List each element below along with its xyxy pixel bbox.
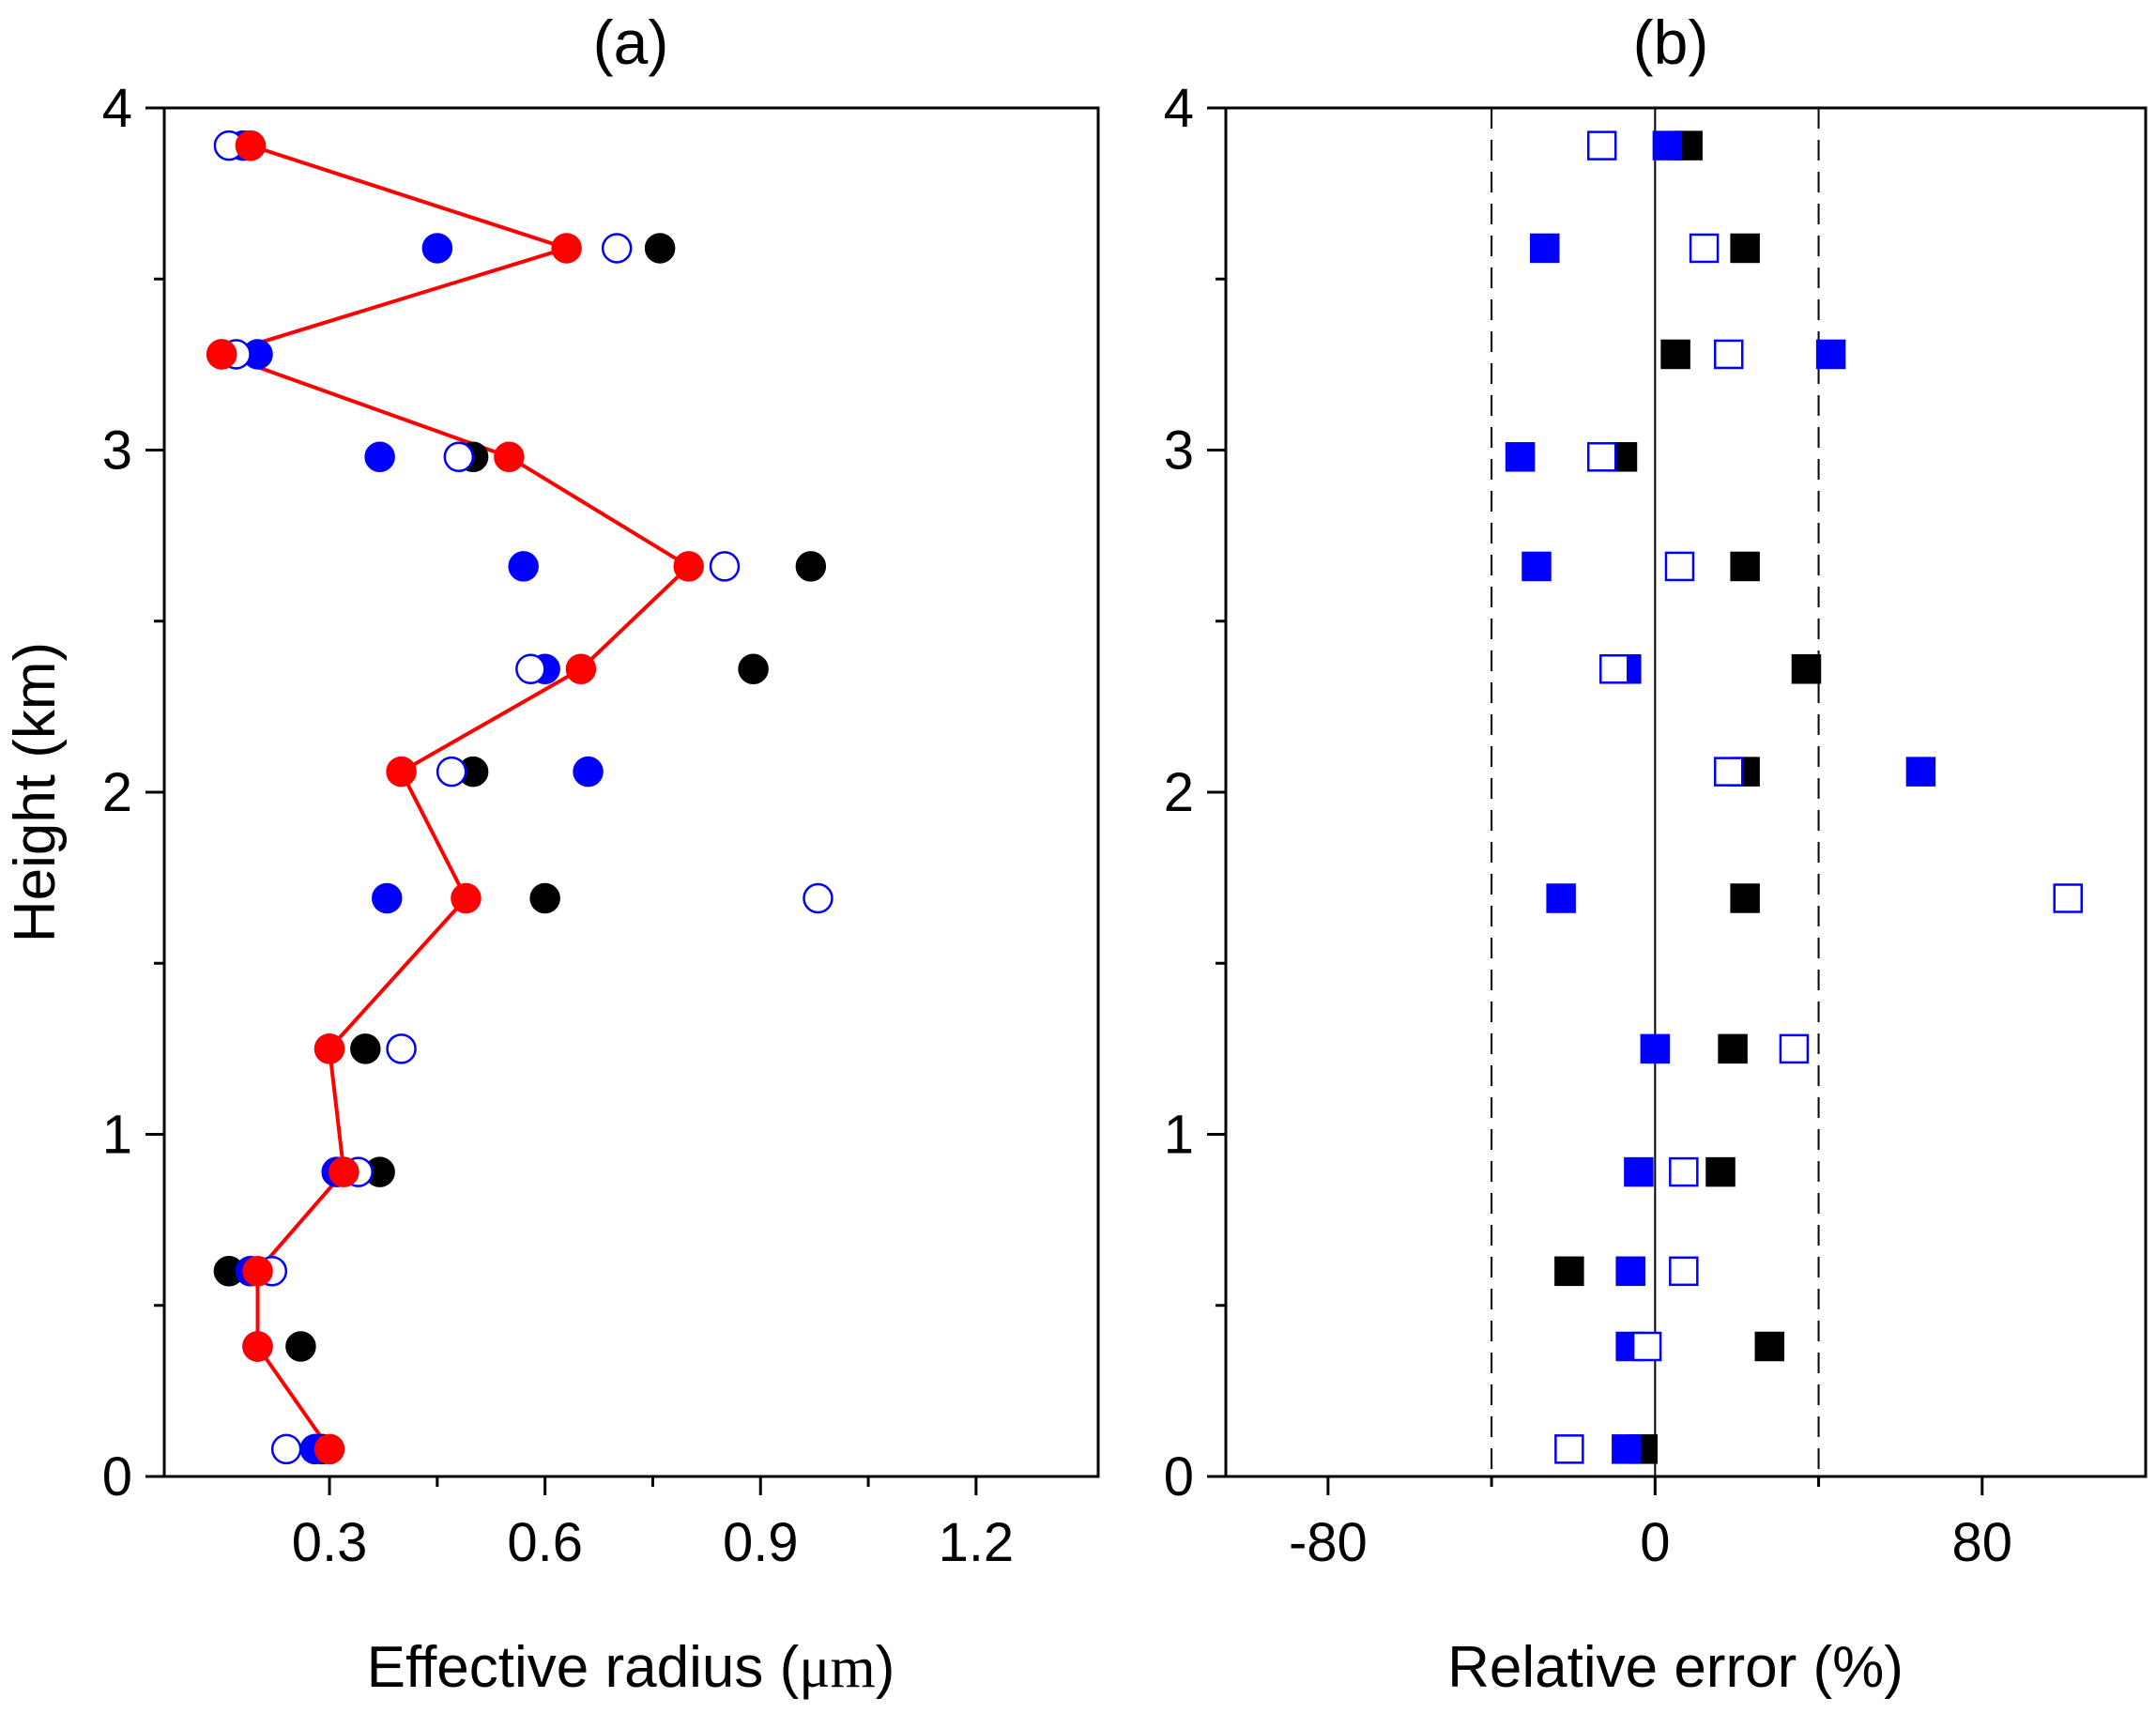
- blue-open-squares-point: [1779, 1033, 1810, 1064]
- black-filled-squares-point: [1791, 654, 1822, 684]
- black-filled-circles-point: [350, 1033, 381, 1064]
- blue-filled-squares-point: [1905, 757, 1936, 787]
- panel-b-y-tick-label: 3: [1164, 421, 1194, 482]
- black-filled-circles-point: [795, 551, 827, 582]
- red-line-circles-point: [313, 1433, 345, 1465]
- red-line-circles-point: [235, 130, 267, 161]
- blue-open-circles-point: [436, 756, 467, 788]
- red-line-circles-point: [242, 1256, 273, 1287]
- blue-open-squares-point: [2053, 883, 2083, 913]
- blue-open-squares-point: [1713, 339, 1744, 370]
- blue-open-circles-point: [601, 233, 633, 264]
- panel-a-y-tick-label: 4: [102, 78, 132, 139]
- panel-b-x-tick-label: -80: [1289, 1512, 1368, 1573]
- panel-a-x-axis-label: Effective radius (μm): [367, 1635, 895, 1700]
- blue-filled-squares-point: [1521, 551, 1552, 582]
- red-line-circles-point: [313, 1033, 345, 1064]
- blue-filled-squares-point: [1652, 130, 1683, 161]
- blue-filled-squares-point: [1615, 1256, 1645, 1287]
- panel-a-x-tick-label: 1.2: [939, 1512, 1015, 1573]
- red-line-circles-point: [565, 653, 597, 685]
- black-filled-squares-point: [1718, 1033, 1748, 1064]
- red-line-circles-point: [451, 882, 482, 914]
- panel-a-y-tick-label: 3: [102, 421, 132, 482]
- panel-b-x-tick-label: 0: [1640, 1512, 1670, 1573]
- blue-open-circles-point: [515, 653, 546, 685]
- blue-filled-squares-point: [1815, 339, 1846, 370]
- black-filled-circles-point: [644, 233, 676, 264]
- panel-a-x-tick-label: 0.3: [292, 1512, 368, 1573]
- black-filled-squares-point: [1705, 1156, 1736, 1187]
- panel-a-y-axis-label: Height (km): [3, 642, 68, 942]
- red-line-circles-point: [673, 551, 704, 582]
- red-line-circles-point: [494, 441, 525, 473]
- blue-open-squares-point: [1669, 1256, 1699, 1287]
- panel-a-y-tick-label: 2: [102, 762, 132, 823]
- panel-a-x-tick-label: 0.6: [507, 1512, 583, 1573]
- red-line-circles-line: [215, 144, 692, 1450]
- panel-a-frame: [162, 106, 1100, 1478]
- panel-a-y-tick-label: 0: [102, 1446, 132, 1507]
- black-filled-circles-point: [738, 653, 769, 685]
- blue-open-squares-point: [1599, 654, 1629, 684]
- black-filled-squares-point: [1730, 233, 1760, 264]
- blue-open-squares-point: [1689, 233, 1720, 264]
- panel-a-y-tick-label: 1: [102, 1105, 132, 1166]
- blue-filled-circles-point: [364, 441, 395, 473]
- panel-a: 0.3 0.6 0.9 1.2 0 1 2 3 4 (a) Effective radius (…: [3, 8, 1100, 1700]
- blue-filled-squares-point: [1546, 883, 1576, 913]
- red-line-circles-point: [386, 756, 417, 788]
- blue-open-squares-point: [1713, 757, 1744, 787]
- blue-open-squares-point: [1586, 442, 1617, 472]
- panel-b-x-axis-label: Relative error (%): [1447, 1635, 1904, 1700]
- black-filled-circles-point: [529, 882, 560, 914]
- panel-a-title: (a): [593, 8, 669, 77]
- red-line-circles-point: [551, 233, 582, 264]
- black-filled-circles-point: [285, 1331, 316, 1362]
- panel-b-y-tick-label: 4: [1164, 78, 1194, 139]
- black-filled-squares-point: [1754, 1331, 1785, 1362]
- black-filled-squares-point: [1554, 1256, 1584, 1287]
- blue-filled-squares-point: [1640, 1033, 1671, 1064]
- blue-filled-circles-point: [573, 756, 604, 788]
- blue-open-circles-point: [709, 551, 741, 582]
- panel-b-title: (b): [1633, 8, 1709, 77]
- panel-a-x-tick-label: 0.9: [723, 1512, 799, 1573]
- blue-open-circles-point: [270, 1433, 302, 1465]
- panel-b-y-tick-label: 0: [1164, 1446, 1194, 1507]
- blue-filled-squares-point: [1505, 442, 1536, 472]
- blue-open-circles-point: [443, 441, 475, 473]
- black-filled-squares-point: [1730, 883, 1760, 913]
- red-line-circles-point: [329, 1156, 359, 1187]
- blue-filled-circles-point: [508, 551, 539, 582]
- panel-b: -80 0 80 0 1 2 3 4 (b) Relative error (%): [1164, 8, 2148, 1700]
- blue-open-circles-point: [386, 1033, 417, 1064]
- blue-filled-squares-point: [1624, 1156, 1654, 1187]
- blue-open-squares-point: [1664, 551, 1695, 582]
- blue-filled-squares-point: [1529, 233, 1560, 264]
- panel-b-y-tick-label: 2: [1164, 762, 1194, 823]
- blue-open-squares-point: [1586, 130, 1617, 161]
- blue-filled-circles-point: [372, 882, 403, 914]
- blue-open-circles-point: [803, 882, 833, 914]
- black-filled-squares-point: [1660, 339, 1690, 370]
- blue-open-squares-point: [1669, 1156, 1699, 1187]
- blue-open-squares-point: [1631, 1331, 1662, 1362]
- blue-filled-squares-point: [1612, 1434, 1642, 1464]
- panel-b-x-tick-label: 80: [1952, 1512, 2013, 1573]
- red-line-circles-point: [242, 1331, 273, 1362]
- black-filled-squares-point: [1730, 551, 1760, 582]
- blue-filled-circles-point: [421, 233, 453, 264]
- panel-b-y-tick-label: 1: [1164, 1105, 1194, 1166]
- blue-open-squares-point: [1554, 1434, 1584, 1464]
- red-line-circles-point: [206, 339, 237, 370]
